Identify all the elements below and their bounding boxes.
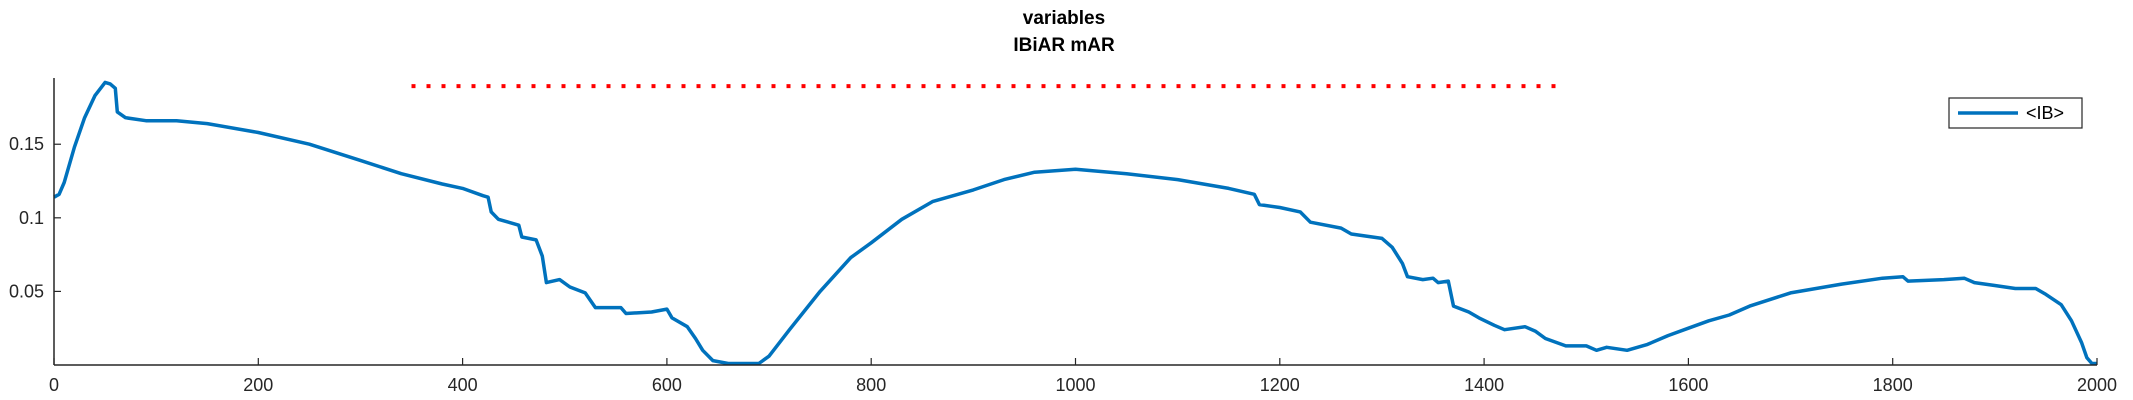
x-axis-ticks: 0 200 400 600 800 1000 1200 1400 1600 1800 2000 xyxy=(49,358,2117,395)
legend-label-ib: <IB> xyxy=(2026,103,2064,123)
x-tick-label: 1400 xyxy=(1464,375,1504,395)
y-axis-ticks: 0.05 0.1 0.15 xyxy=(9,134,61,301)
x-tick-label: 1200 xyxy=(1260,375,1300,395)
x-tick-label: 600 xyxy=(652,375,682,395)
x-tick-label: 200 xyxy=(243,375,273,395)
y-tick-label: 0.1 xyxy=(19,208,44,228)
plot-series-layer xyxy=(53,80,2097,366)
x-tick-label: 2000 xyxy=(2077,375,2117,395)
y-tick-label: 0.05 xyxy=(9,281,44,301)
legend: <IB> xyxy=(1948,97,2083,129)
chart-title-line-2: IBiAR mAR xyxy=(1013,35,1115,56)
x-tick-label: 1600 xyxy=(1668,375,1708,395)
x-tick-label: 0 xyxy=(49,375,59,395)
y-tick-label: 0.15 xyxy=(9,134,44,154)
chart-title-line-1: variables xyxy=(1023,8,1105,29)
x-tick-label: 400 xyxy=(448,375,478,395)
x-tick-label: 1000 xyxy=(1055,375,1095,395)
series-line-ib xyxy=(53,80,2097,366)
x-tick-label: 1800 xyxy=(1873,375,1913,395)
x-tick-label: 800 xyxy=(856,375,886,395)
